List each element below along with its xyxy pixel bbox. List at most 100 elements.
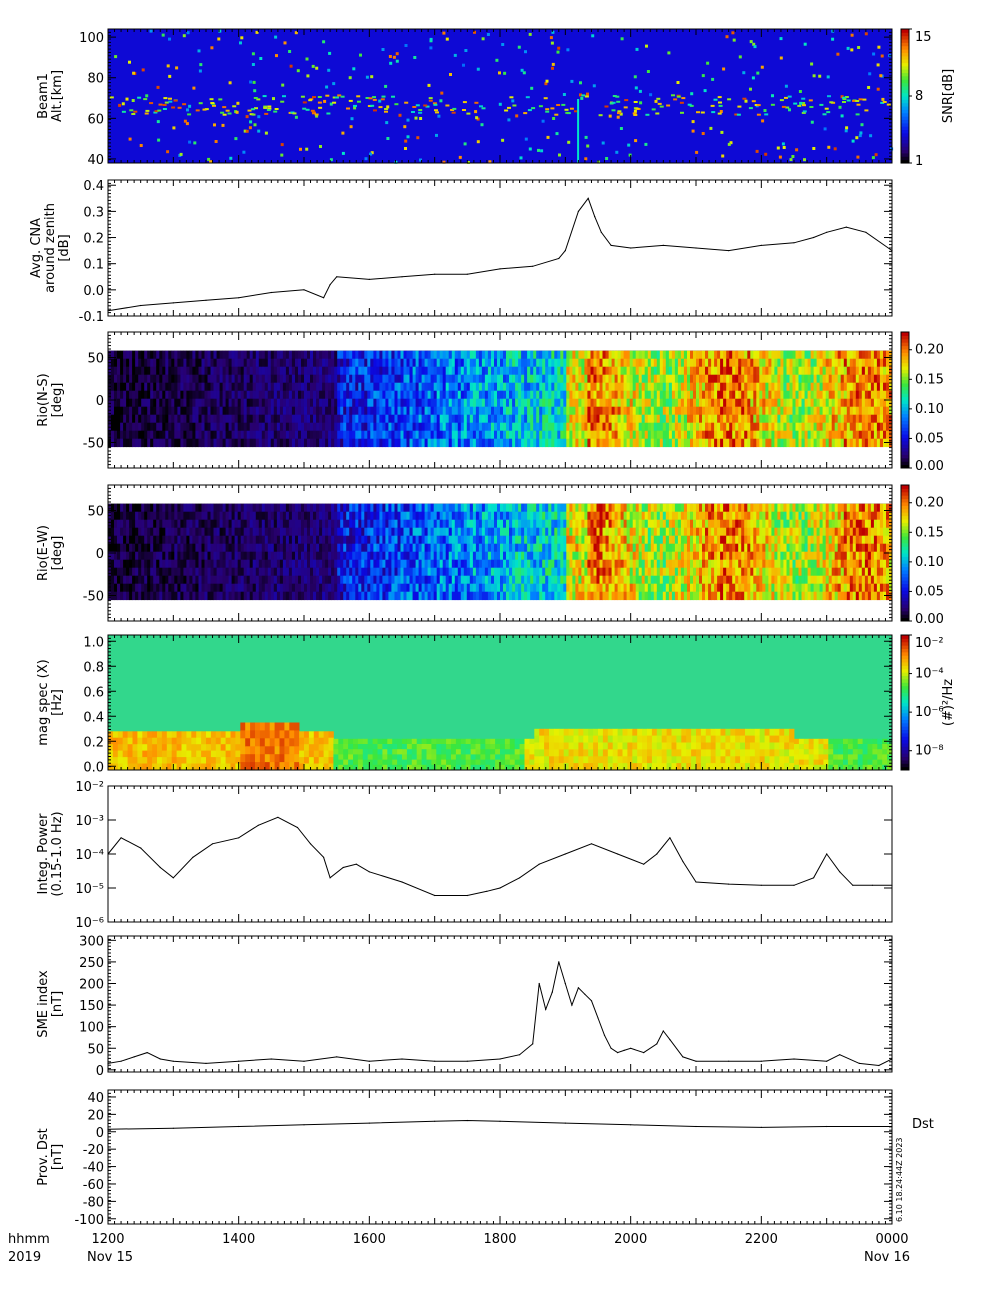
heatmap-cell xyxy=(384,108,389,110)
heatmap-cell xyxy=(855,113,860,116)
heatmap-cell xyxy=(825,374,830,384)
heatmap-cell xyxy=(451,398,456,408)
heatmap-cell xyxy=(503,422,507,432)
heatmap-cell xyxy=(560,406,564,416)
heatmap-cell xyxy=(850,48,854,52)
heatmap-cell xyxy=(209,98,214,101)
heatmap-cell xyxy=(245,115,249,119)
heatmap-cell xyxy=(439,422,444,432)
heatmap-cell xyxy=(795,422,799,432)
heatmap-cell xyxy=(209,160,213,164)
heatmap-cell xyxy=(858,374,863,384)
heatmap-cell xyxy=(726,382,730,392)
heatmap-cell xyxy=(210,46,214,50)
heatmap-cell xyxy=(708,414,712,424)
heatmap-cell xyxy=(762,374,766,384)
heatmap-cell xyxy=(861,390,866,400)
heatmap-cell xyxy=(267,390,272,400)
heatmap-cell xyxy=(132,350,136,360)
heatmap-cell xyxy=(186,31,190,35)
heatmap-cell xyxy=(310,414,314,424)
colorbar-segment xyxy=(901,417,909,421)
heatmap-cell xyxy=(569,438,573,448)
heatmap-cell xyxy=(162,406,166,416)
heatmap-cell xyxy=(524,406,528,416)
heatmap-cell xyxy=(237,406,242,416)
heatmap-cell xyxy=(334,366,338,376)
heatmap-cell xyxy=(635,47,639,51)
heatmap-cell xyxy=(126,535,130,545)
heatmap-cell xyxy=(243,430,248,440)
heatmap-cell xyxy=(662,398,667,408)
colorbar-segment xyxy=(901,55,909,60)
heatmap-cell xyxy=(659,398,664,408)
heatmap-cell xyxy=(315,114,319,118)
heatmap-cell xyxy=(168,430,172,440)
heatmap-cell xyxy=(231,366,236,376)
heatmap-cell xyxy=(786,438,790,448)
heatmap-cell xyxy=(777,358,781,368)
heatmap-cell xyxy=(319,406,323,416)
heatmap-cell xyxy=(126,511,130,521)
heatmap-cell xyxy=(310,382,314,392)
heatmap-cell xyxy=(346,366,350,376)
heatmap-cell xyxy=(653,398,658,408)
heatmap-cell xyxy=(186,382,190,392)
heatmap-cell xyxy=(261,382,266,392)
heatmap-cell xyxy=(439,358,444,368)
heatmap-cell xyxy=(108,374,112,384)
heatmap-cell xyxy=(246,374,251,384)
heatmap-cell xyxy=(275,54,278,58)
heatmap-cell xyxy=(593,406,597,416)
heatmap-cell xyxy=(454,438,459,448)
heatmap-cell xyxy=(605,398,609,408)
heatmap-cell xyxy=(319,366,323,376)
heatmap-cell xyxy=(620,414,625,424)
heatmap-cell xyxy=(282,390,287,400)
heatmap-cell xyxy=(305,108,310,111)
heatmap-cell xyxy=(512,390,516,400)
heatmap-cell xyxy=(548,438,552,448)
heatmap-cell xyxy=(389,61,393,65)
heatmap-cell xyxy=(644,358,649,368)
heatmap-cell xyxy=(822,113,827,116)
heatmap-cell xyxy=(454,406,459,416)
heatmap-cell xyxy=(494,414,498,424)
heatmap-cell xyxy=(126,591,130,601)
heatmap-cell xyxy=(837,350,842,360)
heatmap-cell xyxy=(445,390,450,400)
heatmap-cell xyxy=(180,414,184,424)
heatmap-cell xyxy=(141,430,145,440)
heatmap-cell xyxy=(793,102,798,105)
heatmap-cell xyxy=(285,366,290,376)
heatmap-cell xyxy=(400,382,404,392)
heatmap-cell xyxy=(557,398,561,408)
heatmap-cell xyxy=(325,422,329,432)
heatmap-cell xyxy=(448,374,453,384)
heatmap-cell xyxy=(400,390,404,400)
heatmap-cell xyxy=(605,358,609,368)
heatmap-cell xyxy=(530,390,534,400)
heatmap-cell xyxy=(430,358,435,368)
heatmap-cell xyxy=(753,398,757,408)
heatmap-cell xyxy=(108,366,112,376)
data-point xyxy=(630,247,632,249)
heatmap-cell xyxy=(165,414,169,424)
heatmap-cell xyxy=(741,414,745,424)
heatmap-cell xyxy=(581,390,585,400)
heatmap-cell xyxy=(867,366,872,376)
heatmap-cell xyxy=(494,390,498,400)
heatmap-cell xyxy=(252,358,257,368)
heatmap-cell xyxy=(759,382,763,392)
heatmap-cell xyxy=(173,99,178,102)
heatmap-cell xyxy=(442,430,447,440)
heatmap-cell xyxy=(352,382,356,392)
y-axis-label: [dB] xyxy=(57,234,72,261)
heatmap-cell xyxy=(560,350,564,360)
heatmap-cell xyxy=(285,390,290,400)
heatmap-cell xyxy=(433,366,438,376)
heatmap-cell xyxy=(373,390,377,400)
heatmap-cell xyxy=(301,366,305,376)
heatmap-cell xyxy=(316,374,320,384)
heatmap-cell xyxy=(584,358,588,368)
